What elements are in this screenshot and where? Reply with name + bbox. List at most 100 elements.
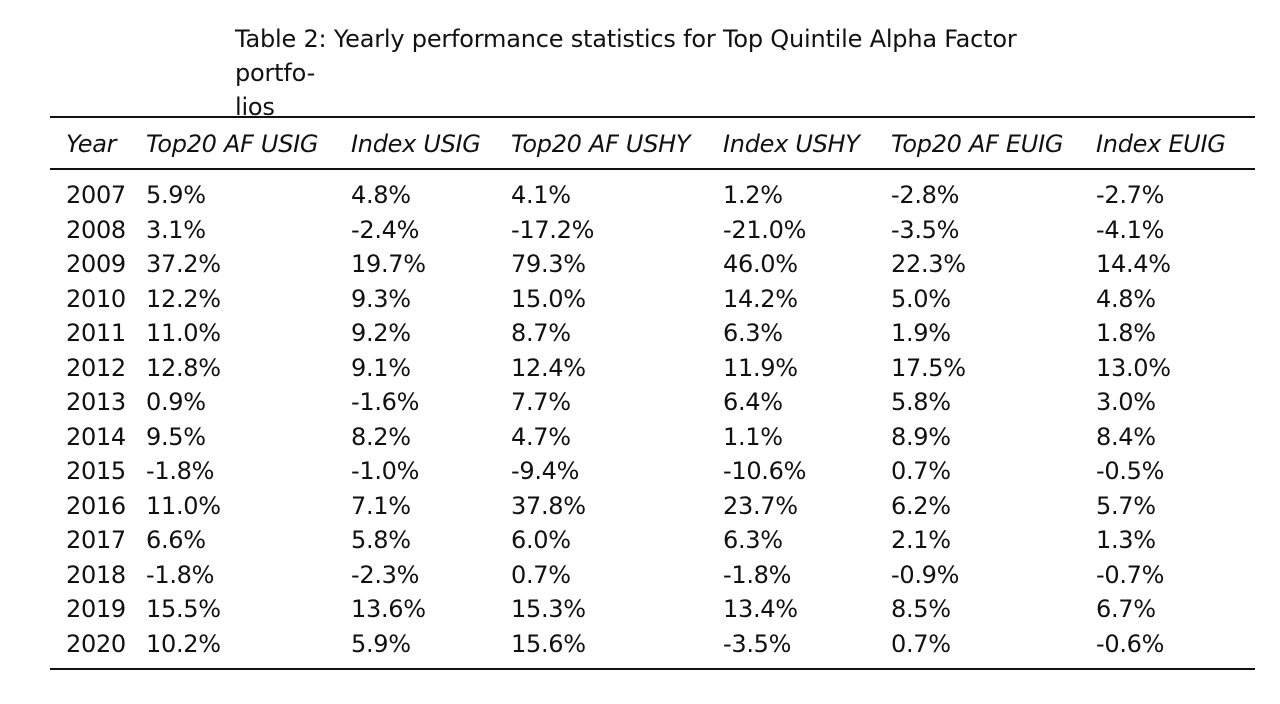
index-usig-cell: 4.8% [351, 181, 411, 210]
top20-af-usig-cell: 15.5% [146, 595, 221, 624]
year-cell: 2011 [66, 319, 126, 348]
index-euig-cell: 6.7% [1096, 595, 1156, 624]
top20-af-euig-cell: 0.7% [891, 629, 951, 658]
index-euig-cell: -0.5% [1096, 457, 1165, 486]
year-cell: 2015 [66, 457, 126, 486]
index-euig-cell: -0.6% [1096, 629, 1165, 658]
table-row: 2018 -1.8% -2.3% 0.7% -1.8% -0.9% -0.7% [50, 558, 1255, 593]
table-body: 2007 5.9% 4.8% 4.1% 1.2% -2.8% -2.7% 2008 3.1% -2… [50, 169, 1255, 661]
index-euig-cell: 13.0% [1096, 353, 1171, 382]
top20-af-euig-cell: 5.8% [891, 388, 951, 417]
top20-af-ushy-cell: 0.7% [511, 560, 571, 589]
top20-af-usig-cell: -1.8% [146, 457, 215, 486]
column-header-year: Year [66, 129, 117, 158]
index-usig-cell: 13.6% [351, 595, 426, 624]
index-ushy-cell: 11.9% [723, 353, 798, 382]
top20-af-ushy-cell: 4.7% [511, 422, 571, 451]
index-euig-cell: -4.1% [1096, 215, 1165, 244]
year-cell: 2019 [66, 595, 126, 624]
top20-af-usig-cell: 12.8% [146, 353, 221, 382]
table-row: 2019 15.5% 13.6% 15.3% 13.4% 8.5% 6.7% [50, 592, 1255, 627]
index-euig-cell: 5.7% [1096, 491, 1156, 520]
top20-af-ushy-cell: 8.7% [511, 319, 571, 348]
index-usig-cell: 8.2% [351, 422, 411, 451]
year-cell: 2010 [66, 284, 126, 313]
top20-af-euig-cell: 2.1% [891, 526, 951, 555]
top20-af-euig-cell: 17.5% [891, 353, 966, 382]
top20-af-ushy-cell: 15.6% [511, 629, 586, 658]
top20-af-ushy-cell: 79.3% [511, 250, 586, 279]
caption-line-1: Table 2: Yearly performance statistics f… [235, 25, 1017, 87]
index-euig-cell: 3.0% [1096, 388, 1156, 417]
index-usig-cell: 5.8% [351, 526, 411, 555]
index-ushy-cell: -1.8% [723, 560, 792, 589]
index-usig-cell: -1.6% [351, 388, 420, 417]
index-ushy-cell: 6.4% [723, 388, 783, 417]
index-ushy-cell: 13.4% [723, 595, 798, 624]
index-ushy-cell: 46.0% [723, 250, 798, 279]
top20-af-euig-cell: 22.3% [891, 250, 966, 279]
table-row: 2017 6.6% 5.8% 6.0% 6.3% 2.1% 1.3% [50, 523, 1255, 558]
year-cell: 2007 [66, 181, 126, 210]
top20-af-usig-cell: 0.9% [146, 388, 206, 417]
table-row: 2009 37.2% 19.7% 79.3% 46.0% 22.3% 14.4% [50, 247, 1255, 282]
index-ushy-cell: -10.6% [723, 457, 807, 486]
table-header-rule [50, 168, 1255, 170]
top20-af-usig-cell: 9.5% [146, 422, 206, 451]
index-usig-cell: 5.9% [351, 629, 411, 658]
index-ushy-cell: 1.2% [723, 181, 783, 210]
index-usig-cell: 9.2% [351, 319, 411, 348]
index-usig-cell: -2.3% [351, 560, 420, 589]
column-header-index-usig: Index USIG [351, 129, 481, 158]
top20-af-ushy-cell: -17.2% [511, 215, 595, 244]
top20-af-ushy-cell: 12.4% [511, 353, 586, 382]
top20-af-ushy-cell: 15.3% [511, 595, 586, 624]
year-cell: 2014 [66, 422, 126, 451]
index-euig-cell: 14.4% [1096, 250, 1171, 279]
index-euig-cell: 8.4% [1096, 422, 1156, 451]
year-cell: 2008 [66, 215, 126, 244]
column-header-index-euig: Index EUIG [1096, 129, 1226, 158]
index-euig-cell: -0.7% [1096, 560, 1165, 589]
column-header-top20-af-euig: Top20 AF EUIG [891, 129, 1064, 158]
index-ushy-cell: -21.0% [723, 215, 807, 244]
index-usig-cell: -2.4% [351, 215, 420, 244]
table-header-row: Year Top20 AF USIG Index USIG Top20 AF U… [50, 118, 1255, 169]
top20-af-usig-cell: 5.9% [146, 181, 206, 210]
table-row: 2010 12.2% 9.3% 15.0% 14.2% 5.0% 4.8% [50, 282, 1255, 317]
index-ushy-cell: 23.7% [723, 491, 798, 520]
index-euig-cell: 1.3% [1096, 526, 1156, 555]
index-usig-cell: 7.1% [351, 491, 411, 520]
index-euig-cell: 4.8% [1096, 284, 1156, 313]
top20-af-usig-cell: 37.2% [146, 250, 221, 279]
table-bottom-rule [50, 668, 1255, 670]
index-ushy-cell: 14.2% [723, 284, 798, 313]
top20-af-ushy-cell: -9.4% [511, 457, 580, 486]
top20-af-euig-cell: 0.7% [891, 457, 951, 486]
index-ushy-cell: 6.3% [723, 319, 783, 348]
top20-af-ushy-cell: 7.7% [511, 388, 571, 417]
top20-af-usig-cell: 10.2% [146, 629, 221, 658]
top20-af-euig-cell: 1.9% [891, 319, 951, 348]
column-header-top20-af-usig: Top20 AF USIG [146, 129, 319, 158]
column-header-index-ushy: Index USHY [723, 129, 860, 158]
top20-af-usig-cell: 12.2% [146, 284, 221, 313]
top20-af-usig-cell: 3.1% [146, 215, 206, 244]
table-row: 2011 11.0% 9.2% 8.7% 6.3% 1.9% 1.8% [50, 316, 1255, 351]
top20-af-euig-cell: 6.2% [891, 491, 951, 520]
top20-af-euig-cell: 8.5% [891, 595, 951, 624]
table-row: 2016 11.0% 7.1% 37.8% 23.7% 6.2% 5.7% [50, 489, 1255, 524]
index-euig-cell: -2.7% [1096, 181, 1165, 210]
top20-af-usig-cell: 11.0% [146, 319, 221, 348]
table-row: 2012 12.8% 9.1% 12.4% 11.9% 17.5% 13.0% [50, 351, 1255, 386]
column-header-top20-af-ushy: Top20 AF USHY [511, 129, 691, 158]
top20-af-euig-cell: -2.8% [891, 181, 960, 210]
table-row: 2015 -1.8% -1.0% -9.4% -10.6% 0.7% -0.5% [50, 454, 1255, 489]
index-usig-cell: 19.7% [351, 250, 426, 279]
top20-af-euig-cell: -0.9% [891, 560, 960, 589]
year-cell: 2016 [66, 491, 126, 520]
table-caption: Table 2: Yearly performance statistics f… [235, 22, 1085, 124]
top20-af-euig-cell: -3.5% [891, 215, 960, 244]
top20-af-ushy-cell: 4.1% [511, 181, 571, 210]
year-cell: 2018 [66, 560, 126, 589]
